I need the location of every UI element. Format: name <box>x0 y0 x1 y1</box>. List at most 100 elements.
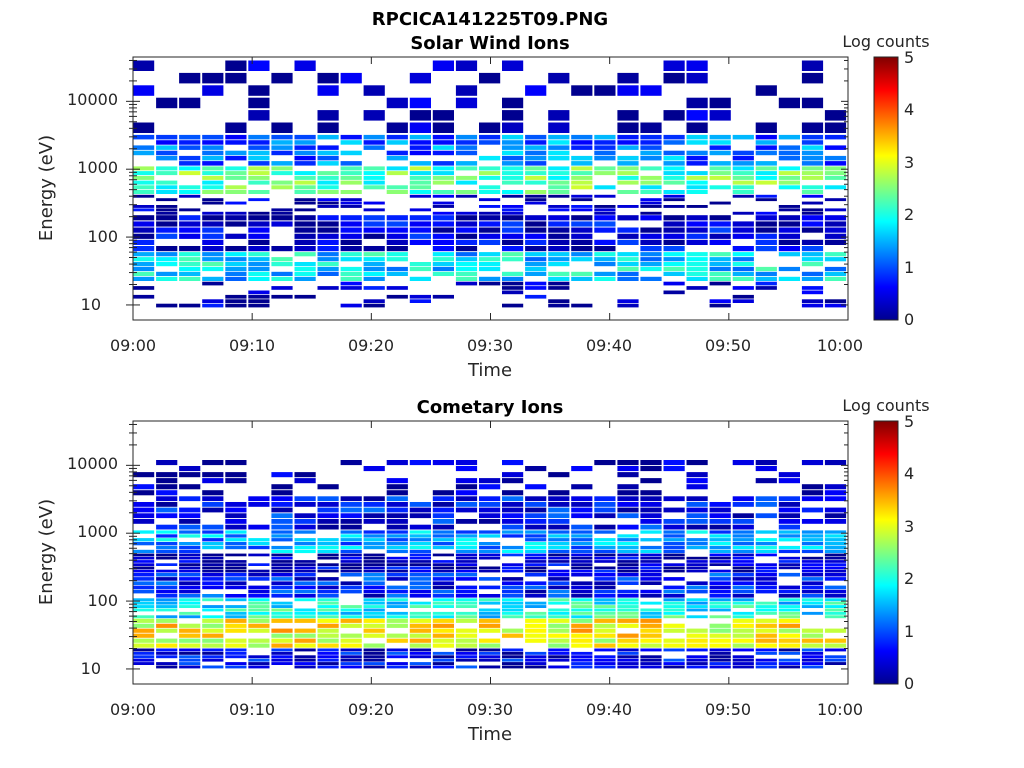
heatmap-cell <box>317 594 339 598</box>
heatmap-cell <box>156 252 178 257</box>
heatmap-cell <box>801 460 824 466</box>
heatmap-cell <box>363 266 385 272</box>
heatmap-cell <box>202 560 224 563</box>
heatmap-cell <box>455 611 478 615</box>
heatmap-cell <box>432 628 454 633</box>
heatmap-cell <box>824 601 847 605</box>
heatmap-cell <box>755 665 777 669</box>
heatmap-cell <box>824 122 847 133</box>
x-tick-label: 09:50 <box>705 700 751 719</box>
colorbar-tick-label: 1 <box>904 258 914 277</box>
heatmap-cell <box>225 538 247 542</box>
heatmap-cell <box>133 577 155 581</box>
heatmap-cell <box>432 658 454 662</box>
heatmap-cell <box>732 633 754 638</box>
heatmap-cell <box>133 589 155 594</box>
heatmap-cell <box>617 651 639 655</box>
heatmap-cell <box>502 246 524 252</box>
heatmap-cell <box>594 221 616 227</box>
heatmap-cell <box>824 166 847 171</box>
heatmap-cell <box>709 134 731 140</box>
heatmap-cell <box>248 246 270 252</box>
heatmap-cell <box>525 566 547 570</box>
heatmap-cell <box>179 658 201 662</box>
heatmap-cell <box>617 572 639 577</box>
heatmap-cell <box>225 221 247 227</box>
heatmap-cell <box>294 643 316 648</box>
heatmap-cell <box>594 252 616 257</box>
heatmap-cell <box>294 662 316 665</box>
heatmap-cell <box>755 633 777 638</box>
heatmap-cell <box>548 513 570 519</box>
heatmap-cell <box>225 303 247 308</box>
heatmap-cell <box>801 208 824 212</box>
heatmap-cell <box>640 507 662 513</box>
heatmap-cell <box>202 180 224 185</box>
heatmap-cell <box>225 211 247 215</box>
heatmap-cell <box>455 566 478 570</box>
heatmap-cell <box>548 648 570 652</box>
heatmap-cell <box>571 566 593 570</box>
heatmap-cell <box>455 651 478 655</box>
heatmap-cell <box>248 628 270 633</box>
heatmap-cell <box>709 648 731 652</box>
heatmap-cell <box>617 233 639 239</box>
heatmap-cell <box>571 513 593 519</box>
heatmap-cell <box>732 556 754 560</box>
heatmap-cell <box>248 221 270 227</box>
heatmap-cell <box>732 560 754 563</box>
heatmap-cell <box>271 638 293 643</box>
heatmap-cell <box>363 276 385 281</box>
heatmap-cell <box>525 560 547 563</box>
heatmap-cell <box>755 569 777 573</box>
heatmap-cell <box>156 150 178 156</box>
heatmap-cell <box>732 530 754 534</box>
heatmap-cell <box>202 198 224 202</box>
heatmap-cell <box>663 519 685 524</box>
heatmap-cell <box>525 496 547 502</box>
heatmap-cell <box>455 605 478 608</box>
heatmap-cell <box>317 201 339 205</box>
heatmap-cell <box>271 566 293 570</box>
heatmap-cell <box>271 608 293 612</box>
heatmap-cell <box>640 611 662 615</box>
heatmap-cell <box>663 266 685 272</box>
heatmap-cell <box>294 608 316 612</box>
heatmap-cell <box>156 155 178 161</box>
heatmap-cell <box>824 208 847 212</box>
heatmap-cell <box>640 478 662 484</box>
heatmap-cell <box>479 638 501 643</box>
heatmap-cell <box>709 542 731 546</box>
x-tick-label: 09:40 <box>586 336 632 355</box>
heatmap-cell <box>778 534 800 538</box>
heatmap-cell <box>386 266 408 272</box>
heatmap-cell <box>525 252 547 257</box>
heatmap-cell <box>525 519 547 524</box>
heatmap-cell <box>317 239 339 245</box>
heatmap-cell <box>409 572 431 577</box>
heatmap-cell <box>663 585 685 590</box>
heatmap-cell <box>778 239 800 245</box>
heatmap-cell <box>640 615 662 619</box>
heatmap-cell <box>502 155 524 161</box>
heatmap-cell <box>432 572 454 577</box>
heatmap-cell <box>340 271 362 276</box>
heatmap-cell <box>340 605 362 608</box>
heatmap-cell <box>225 563 247 566</box>
heatmap-cell <box>755 566 777 570</box>
heatmap-cell <box>363 581 385 585</box>
heatmap-cell <box>133 276 155 281</box>
heatmap-cell <box>409 215 431 221</box>
heatmap-cell <box>571 608 593 612</box>
heatmap-cell <box>709 266 731 272</box>
heatmap-cell <box>663 205 685 208</box>
heatmap-cell <box>202 233 224 239</box>
heatmap-cell <box>386 490 408 496</box>
heatmap-cell <box>709 299 731 303</box>
heatmap-cell <box>271 140 293 145</box>
heatmap-cell <box>640 633 662 638</box>
heatmap-cell <box>340 581 362 585</box>
heatmap-cell <box>755 166 777 171</box>
heatmap-cell <box>525 572 547 577</box>
heatmap-cell <box>455 134 478 140</box>
